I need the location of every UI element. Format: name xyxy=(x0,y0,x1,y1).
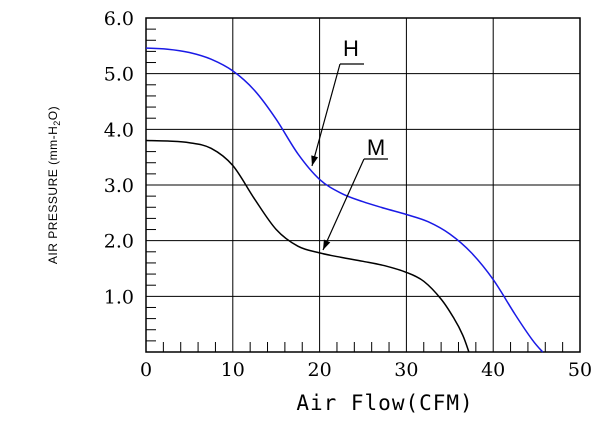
series-line-h xyxy=(145,47,544,353)
y-axis-title: AIR PRESSURE (mm-H2O) xyxy=(46,106,62,264)
x-tick-label-1: 10 xyxy=(221,359,245,381)
leader-line-h xyxy=(311,63,341,167)
series-layer xyxy=(145,47,544,353)
x-tick-label-4: 40 xyxy=(481,359,505,381)
x-tick-label-3: 30 xyxy=(394,359,418,381)
y-tick-label-3: 4.0 xyxy=(104,119,134,141)
y-tick-label-0: 1.0 xyxy=(104,286,134,308)
callouts: HM xyxy=(311,36,388,251)
x-axis-title: Air Flow(CFM) xyxy=(296,391,473,415)
y-axis-title-sub: 2 xyxy=(52,120,62,126)
y-tick-label-2: 3.0 xyxy=(104,175,134,197)
arrowhead-m xyxy=(323,239,331,250)
y-tick-label-5: 6.0 xyxy=(104,8,134,30)
series-line-m xyxy=(145,139,470,353)
y-tick-label-1: 2.0 xyxy=(104,231,134,253)
x-tick-label-0: 0 xyxy=(140,359,152,381)
y-axis-title-main: AIR PRESSURE (mm-H xyxy=(46,126,60,264)
x-tick-label-2: 20 xyxy=(308,359,332,381)
x-tick-label-5: 50 xyxy=(568,359,592,381)
y-tick-label-4: 5.0 xyxy=(104,64,134,86)
grid xyxy=(145,17,581,353)
leader-line-m xyxy=(322,158,365,251)
tick-labels: 0 10 20 30 40 50 1.0 2.0 3.0 4.0 5.0 6.0 xyxy=(104,8,592,381)
y-axis-title-tail: O) xyxy=(46,106,60,120)
minor-ticks xyxy=(146,28,564,352)
arrowhead-h xyxy=(311,155,319,166)
series-label-m: M xyxy=(367,135,385,160)
series-label-h: H xyxy=(343,36,359,61)
